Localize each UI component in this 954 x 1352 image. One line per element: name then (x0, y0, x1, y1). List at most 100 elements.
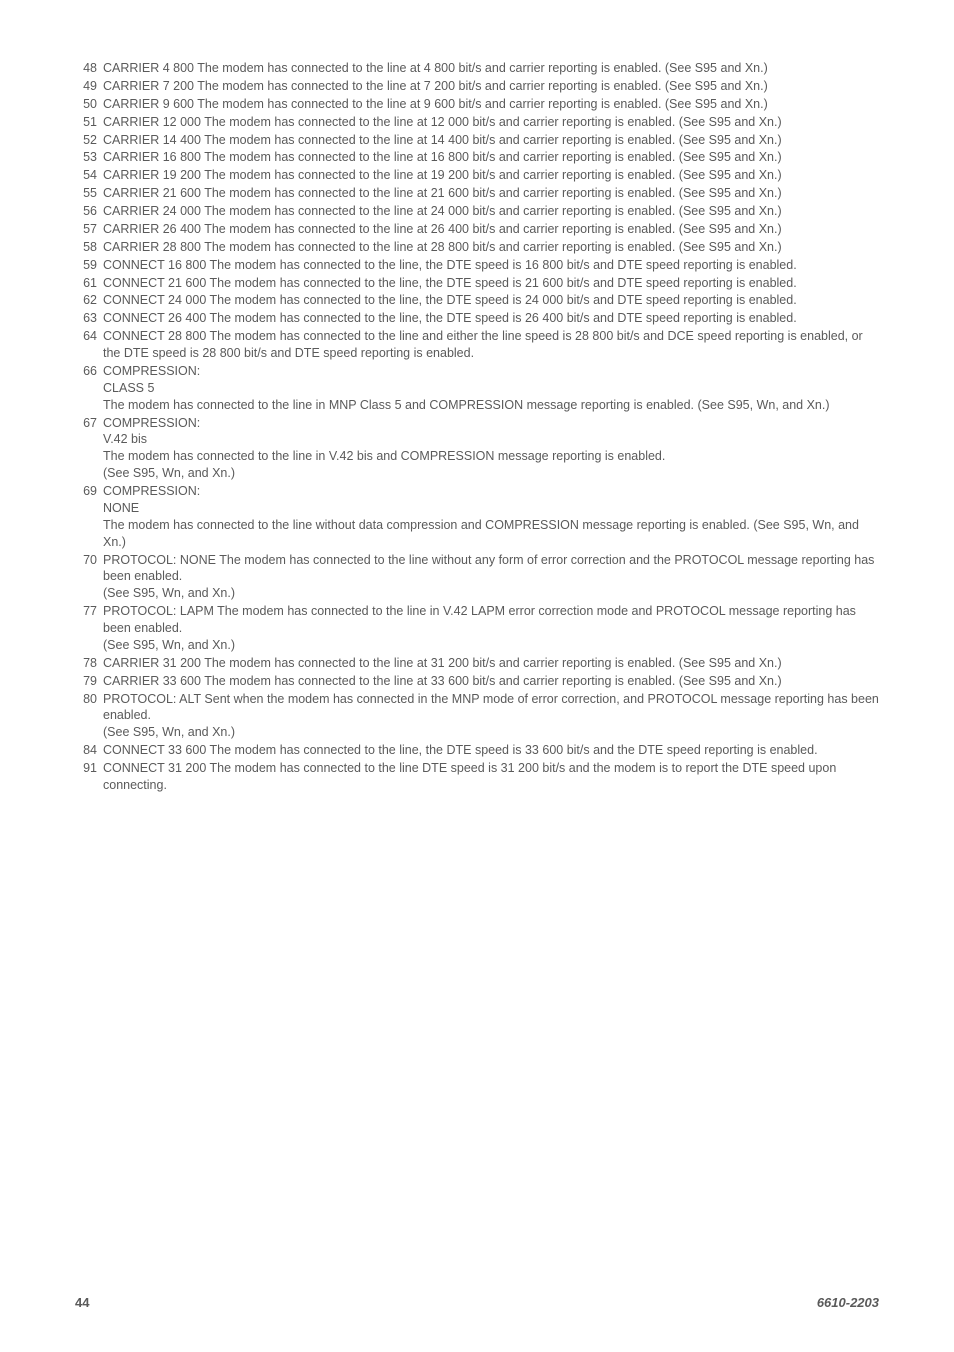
entry-line: CARRIER 28 800 The modem has connected t… (103, 239, 879, 256)
entry-number: 77 (75, 603, 103, 654)
entry-body: CARRIER 9 600 The modem has connected to… (103, 96, 879, 113)
entry-line: CONNECT 33 600 The modem has connected t… (103, 742, 879, 759)
entry-body: CONNECT 33 600 The modem has connected t… (103, 742, 879, 759)
list-entry: 80PROTOCOL: ALT Sent when the modem has … (75, 691, 879, 742)
entry-number: 70 (75, 552, 103, 603)
list-entry: 56CARRIER 24 000 The modem has connected… (75, 203, 879, 220)
entry-body: CONNECT 16 800 The modem has connected t… (103, 257, 879, 274)
entry-line: (See S95, Wn, and Xn.) (103, 585, 879, 602)
entry-line: CONNECT 31 200 The modem has connected t… (103, 760, 879, 794)
list-entry: 69COMPRESSION:NONEThe modem has connecte… (75, 483, 879, 551)
entry-line: (See S95, Wn, and Xn.) (103, 465, 879, 482)
list-entry: 58CARRIER 28 800 The modem has connected… (75, 239, 879, 256)
entry-number: 48 (75, 60, 103, 77)
entry-body: COMPRESSION:V.42 bisThe modem has connec… (103, 415, 879, 483)
entry-number: 61 (75, 275, 103, 292)
entry-line: CARRIER 31 200 The modem has connected t… (103, 655, 879, 672)
entry-number: 54 (75, 167, 103, 184)
entry-body: CONNECT 24 000 The modem has connected t… (103, 292, 879, 309)
list-entry: 70PROTOCOL: NONE The modem has connected… (75, 552, 879, 603)
entry-body: PROTOCOL: NONE The modem has connected t… (103, 552, 879, 603)
entry-number: 51 (75, 114, 103, 131)
list-entry: 66COMPRESSION:CLASS 5The modem has conne… (75, 363, 879, 414)
entry-number: 67 (75, 415, 103, 483)
entry-line: CARRIER 19 200 The modem has connected t… (103, 167, 879, 184)
entry-line: NONE (103, 500, 879, 517)
list-entry: 52CARRIER 14 400 The modem has connected… (75, 132, 879, 149)
entry-body: CARRIER 12 000 The modem has connected t… (103, 114, 879, 131)
entry-body: CONNECT 26 400 The modem has connected t… (103, 310, 879, 327)
entry-line: CARRIER 21 600 The modem has connected t… (103, 185, 879, 202)
entry-body: CONNECT 31 200 The modem has connected t… (103, 760, 879, 794)
entry-line: CONNECT 28 800 The modem has connected t… (103, 328, 879, 362)
entry-line: CARRIER 9 600 The modem has connected to… (103, 96, 879, 113)
entry-body: CARRIER 14 400 The modem has connected t… (103, 132, 879, 149)
list-entry: 61CONNECT 21 600 The modem has connected… (75, 275, 879, 292)
entry-body: COMPRESSION:NONEThe modem has connected … (103, 483, 879, 551)
entry-number: 63 (75, 310, 103, 327)
entry-body: CARRIER 19 200 The modem has connected t… (103, 167, 879, 184)
entry-number: 59 (75, 257, 103, 274)
entry-line: The modem has connected to the line in M… (103, 397, 879, 414)
list-entry: 84CONNECT 33 600 The modem has connected… (75, 742, 879, 759)
page-number: 44 (75, 1294, 89, 1312)
entry-body: CONNECT 28 800 The modem has connected t… (103, 328, 879, 362)
entry-number: 53 (75, 149, 103, 166)
entry-body: CARRIER 7 200 The modem has connected to… (103, 78, 879, 95)
list-entry: 59CONNECT 16 800 The modem has connected… (75, 257, 879, 274)
entry-number: 52 (75, 132, 103, 149)
entry-line: COMPRESSION: (103, 483, 879, 500)
document-body: 48CARRIER 4 800 The modem has connected … (75, 60, 879, 794)
entry-number: 56 (75, 203, 103, 220)
list-entry: 53CARRIER 16 800 The modem has connected… (75, 149, 879, 166)
list-entry: 50CARRIER 9 600 The modem has connected … (75, 96, 879, 113)
list-entry: 79CARRIER 33 600 The modem has connected… (75, 673, 879, 690)
entry-line: CARRIER 33 600 The modem has connected t… (103, 673, 879, 690)
list-entry: 67COMPRESSION:V.42 bisThe modem has conn… (75, 415, 879, 483)
entry-line: CARRIER 7 200 The modem has connected to… (103, 78, 879, 95)
entry-number: 57 (75, 221, 103, 238)
entry-body: CARRIER 26 400 The modem has connected t… (103, 221, 879, 238)
entry-line: CARRIER 24 000 The modem has connected t… (103, 203, 879, 220)
entry-number: 80 (75, 691, 103, 742)
entry-number: 64 (75, 328, 103, 362)
entry-line: CARRIER 4 800 The modem has connected to… (103, 60, 879, 77)
entry-line: CARRIER 14 400 The modem has connected t… (103, 132, 879, 149)
entry-body: CARRIER 4 800 The modem has connected to… (103, 60, 879, 77)
entry-line: CONNECT 16 800 The modem has connected t… (103, 257, 879, 274)
entry-number: 55 (75, 185, 103, 202)
entry-body: CARRIER 31 200 The modem has connected t… (103, 655, 879, 672)
entry-line: CARRIER 16 800 The modem has connected t… (103, 149, 879, 166)
page-footer: 44 6610-2203 (75, 1294, 879, 1312)
entry-body: CARRIER 28 800 The modem has connected t… (103, 239, 879, 256)
entry-line: CONNECT 21 600 The modem has connected t… (103, 275, 879, 292)
entry-number: 58 (75, 239, 103, 256)
entry-line: (See S95, Wn, and Xn.) (103, 637, 879, 654)
list-entry: 51CARRIER 12 000 The modem has connected… (75, 114, 879, 131)
entry-line: The modem has connected to the line with… (103, 517, 879, 551)
entry-line: COMPRESSION: (103, 363, 879, 380)
entry-number: 91 (75, 760, 103, 794)
entry-line: PROTOCOL: NONE The modem has connected t… (103, 552, 879, 586)
list-entry: 91CONNECT 31 200 The modem has connected… (75, 760, 879, 794)
entry-body: CONNECT 21 600 The modem has connected t… (103, 275, 879, 292)
entry-body: CARRIER 16 800 The modem has connected t… (103, 149, 879, 166)
entry-body: PROTOCOL: ALT Sent when the modem has co… (103, 691, 879, 742)
list-entry: 77PROTOCOL: LAPM The modem has connected… (75, 603, 879, 654)
list-entry: 78CARRIER 31 200 The modem has connected… (75, 655, 879, 672)
entry-line: PROTOCOL: LAPM The modem has connected t… (103, 603, 879, 637)
list-entry: 62CONNECT 24 000 The modem has connected… (75, 292, 879, 309)
entry-line: V.42 bis (103, 431, 879, 448)
entry-line: COMPRESSION: (103, 415, 879, 432)
entry-body: PROTOCOL: LAPM The modem has connected t… (103, 603, 879, 654)
entry-number: 62 (75, 292, 103, 309)
entry-number: 84 (75, 742, 103, 759)
entry-body: COMPRESSION:CLASS 5The modem has connect… (103, 363, 879, 414)
list-entry: 49CARRIER 7 200 The modem has connected … (75, 78, 879, 95)
entry-line: CLASS 5 (103, 380, 879, 397)
entry-line: CARRIER 26 400 The modem has connected t… (103, 221, 879, 238)
entry-line: CARRIER 12 000 The modem has connected t… (103, 114, 879, 131)
entry-number: 79 (75, 673, 103, 690)
entry-line: CONNECT 24 000 The modem has connected t… (103, 292, 879, 309)
document-number: 6610-2203 (817, 1294, 879, 1312)
